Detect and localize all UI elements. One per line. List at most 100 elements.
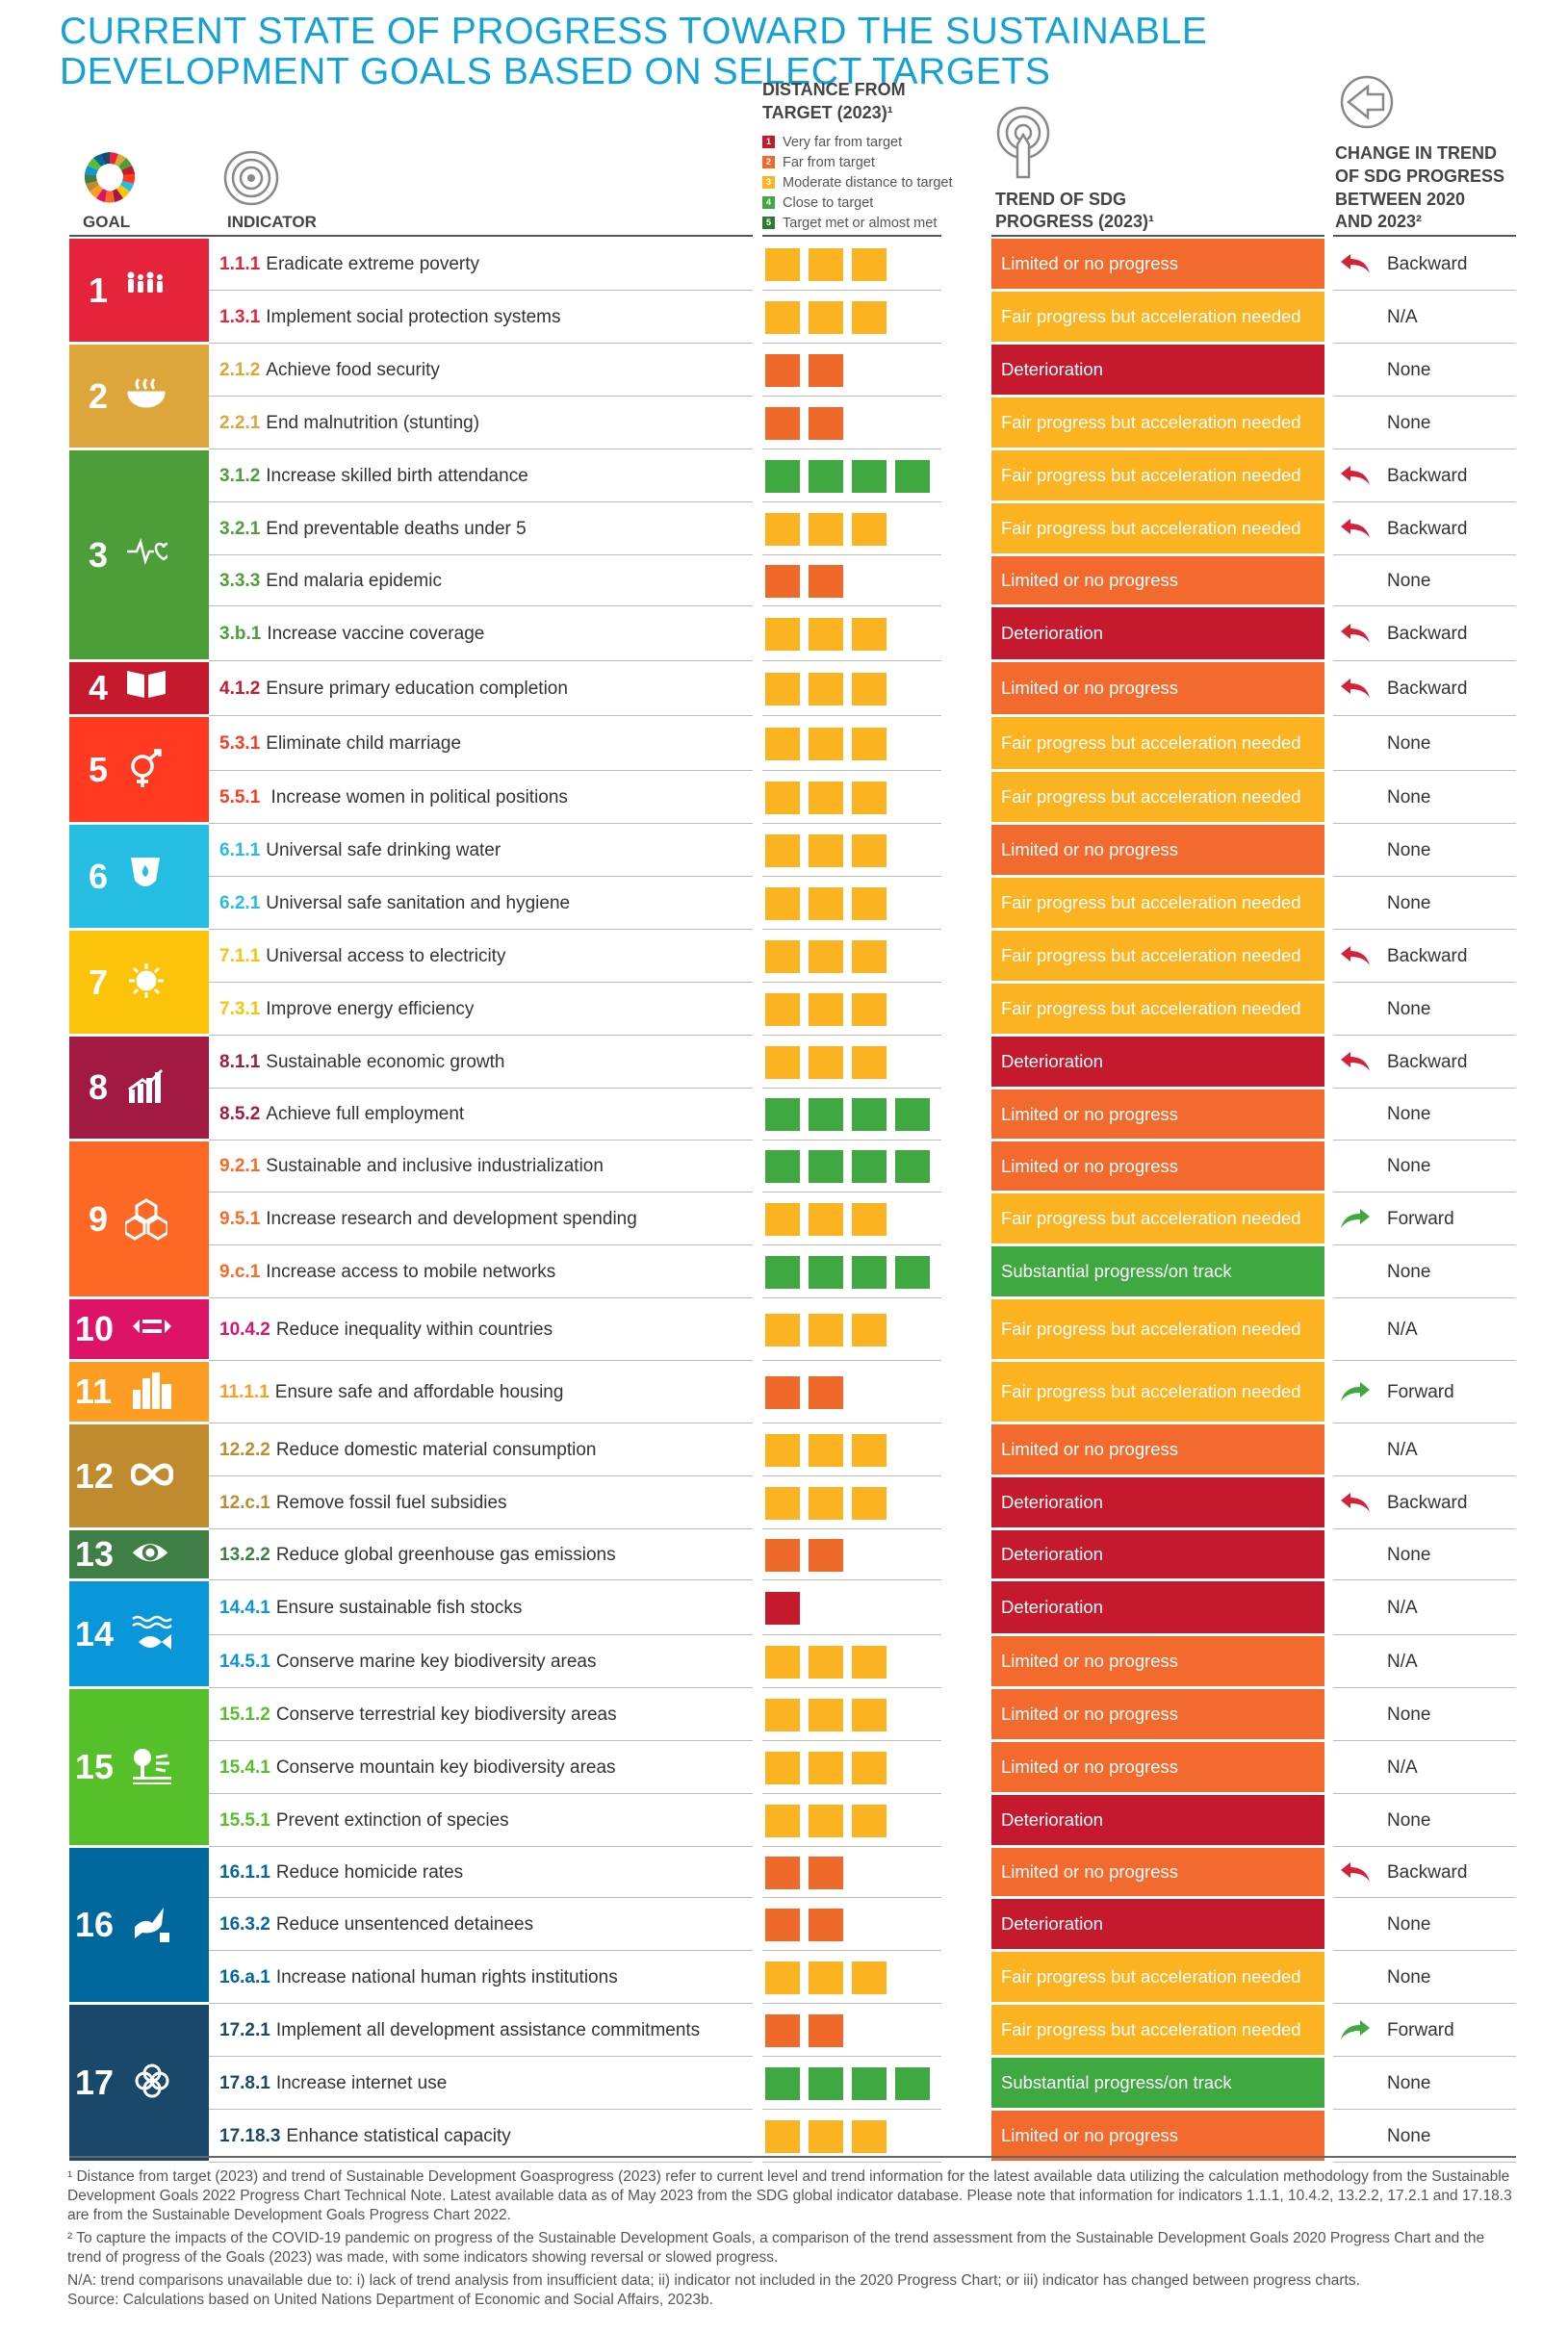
indicator-text: Increase skilled birth attendance — [266, 466, 528, 486]
indicator-code: 3.b.1 — [219, 624, 262, 644]
change-cell: Backward — [1333, 606, 1516, 661]
indicator-cell: 9.c.1 Increase access to mobile networks — [219, 1245, 749, 1298]
change-divider — [1333, 1846, 1516, 1847]
change-text: None — [1387, 2073, 1431, 2093]
distance-divider — [762, 2109, 941, 2110]
goal-block-1: 1 — [69, 239, 209, 342]
distance-square — [765, 833, 800, 867]
distance-bars — [765, 781, 887, 814]
indicator-text: End malnutrition (stunting) — [266, 413, 480, 433]
distance-divider — [762, 982, 941, 983]
distance-square — [852, 2066, 887, 2100]
row-divider — [209, 1528, 753, 1529]
distance-square — [765, 1433, 800, 1467]
indicator-cell: 6.2.1 Universal safe sanitation and hygie… — [219, 877, 749, 930]
distance-square — [852, 1045, 887, 1079]
change-text: None — [1387, 1810, 1431, 1831]
row-divider — [209, 1244, 753, 1245]
distance-square — [765, 1961, 800, 1994]
trend-cell: Deterioration — [991, 1581, 1324, 1633]
change-cell: None — [1333, 2110, 1516, 2163]
row-divider — [209, 2003, 753, 2004]
distance-bars — [765, 1698, 887, 1731]
indicator-cell: 1.1.1 Eradicate extreme poverty — [219, 238, 749, 291]
trend-cell: Limited or no progress — [991, 1689, 1324, 1739]
trend-cell: Fair progress but acceleration needed — [991, 1193, 1324, 1243]
page-title: CURRENT STATE OF PROGRESS TOWARD THE SUS… — [60, 11, 1208, 92]
change-text: None — [1387, 733, 1431, 754]
distance-square — [765, 1698, 800, 1731]
goal-number: 12 — [75, 1455, 115, 1496]
row-divider — [209, 1740, 753, 1741]
distance-bars — [765, 886, 887, 920]
row-divider — [209, 1687, 753, 1688]
change-divider — [1333, 1475, 1516, 1476]
distance-bars — [765, 1045, 887, 1079]
distance-bars — [765, 300, 887, 334]
distance-square — [852, 2119, 887, 2153]
backward-arrow-icon — [1341, 1051, 1370, 1071]
trend-cell: Deterioration — [991, 1530, 1324, 1578]
trend-cell: Fair progress but acceleration needed — [991, 717, 1324, 769]
goal-number: 2 — [89, 375, 109, 416]
change-text: None — [1387, 1545, 1431, 1565]
change-text: None — [1387, 1156, 1431, 1176]
legend-item: 3 Moderate distance to target — [762, 172, 993, 192]
trend-cell: Deterioration — [991, 1477, 1324, 1527]
row-divider — [209, 1897, 753, 1898]
indicator-cell: 7.3.1 Improve energy efficiency — [219, 983, 749, 1036]
change-cell: None — [1333, 877, 1516, 930]
change-cell: Backward — [1333, 502, 1516, 555]
distance-square — [809, 1538, 843, 1572]
indicator-text: End malaria epidemic — [266, 571, 442, 591]
change-cell: None — [1333, 1529, 1516, 1580]
distance-square — [765, 1375, 800, 1409]
backward-arrow-icon — [1341, 945, 1370, 965]
goal-block-11: 11 — [69, 1362, 209, 1422]
trend-cell: Fair progress but acceleration needed — [991, 2005, 1324, 2055]
goal-number: 1 — [89, 269, 109, 310]
row-divider — [209, 1950, 753, 1951]
row-divider — [209, 2162, 753, 2163]
indicator-text: Conserve marine key biodiversity areas — [275, 1652, 597, 1672]
trend-cell: Limited or no progress — [991, 662, 1324, 714]
change-cell: Backward — [1333, 930, 1516, 983]
distance-square — [765, 1045, 800, 1079]
distance-square — [765, 1202, 800, 1236]
distance-square — [852, 1698, 887, 1731]
indicator-code: 3.2.1 — [219, 519, 261, 539]
distance-square — [809, 512, 843, 546]
change-divider — [1333, 1088, 1516, 1089]
distance-bars — [765, 1433, 887, 1467]
indicator-code: 8.5.2 — [219, 1104, 261, 1124]
change-cell: N/A — [1333, 1423, 1516, 1476]
sdg-wheel-icon — [84, 152, 136, 203]
row-divider — [209, 554, 753, 555]
distance-square — [809, 247, 843, 281]
row-divider — [209, 876, 753, 877]
change-divider — [1333, 1140, 1516, 1141]
distance-bars — [765, 1098, 930, 1131]
trend-cell: Deterioration — [991, 1795, 1324, 1845]
indicator-code: 1.1.1 — [219, 254, 261, 274]
distance-bars — [765, 1375, 843, 1409]
indicator-code: 9.5.1 — [219, 1209, 261, 1229]
indicator-code: 6.2.1 — [219, 893, 261, 913]
change-divider — [1333, 929, 1516, 930]
change-divider — [1333, 770, 1516, 771]
indicator-text: Sustainable and inclusive industrializat… — [266, 1156, 604, 1176]
trend-cell: Fair progress but acceleration needed — [991, 1299, 1324, 1359]
change-text: N/A — [1387, 1440, 1418, 1460]
indicator-text: Eradicate extreme poverty — [266, 254, 480, 274]
row-divider — [209, 343, 753, 344]
distance-divider — [762, 1579, 941, 1580]
goal-number: 3 — [89, 534, 109, 575]
indicator-text: Sustainable economic growth — [266, 1052, 505, 1072]
change-divider — [1333, 605, 1516, 606]
indicator-cell: 12.c.1 Remove fossil fuel subsidies — [219, 1476, 749, 1529]
change-divider — [1333, 982, 1516, 983]
indicator-text: Prevent extinction of species — [275, 1810, 509, 1831]
indicator-code: 2.2.1 — [219, 413, 261, 433]
indicator-code: 17.8.1 — [219, 2073, 270, 2093]
goal-number: 17 — [75, 2063, 115, 2102]
